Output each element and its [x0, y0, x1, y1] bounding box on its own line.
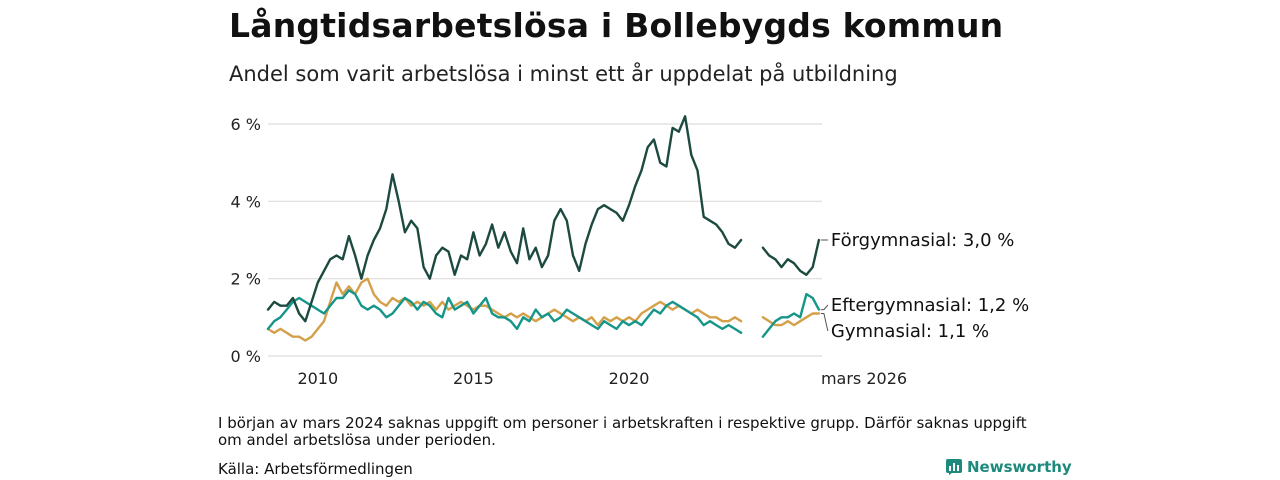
series-line-förgymnasial: [761, 238, 821, 276]
brand-name: Newsworthy: [967, 458, 1072, 476]
label-leader-line: [820, 304, 829, 311]
x-tick-label: mars 2026: [821, 369, 907, 388]
series-line-eftergymnasial: [266, 289, 743, 334]
series-lines: [266, 115, 821, 342]
x-tick-label: 2015: [453, 369, 494, 388]
series-label-gymnasial: Gymnasial: 1,1 %: [831, 321, 989, 342]
page-subtitle: Andel som varit arbetslösa i minst ett å…: [229, 62, 898, 86]
series-label-förgymnasial: Förgymnasial: 3,0 %: [831, 230, 1015, 251]
label-leader-line: [820, 312, 829, 332]
y-tick-label: 6 %: [231, 115, 261, 134]
line-chart: 0 % 2 % 4 % 6 % 2010 2015 2020 mars 2026 Förgy…: [231, 115, 1030, 388]
footnote: I början av mars 2024 saknas uppgift om …: [218, 414, 1027, 449]
newsworthy-logo-icon: [946, 459, 962, 475]
y-axis-ticks: 0 % 2 % 4 % 6 %: [231, 115, 261, 366]
x-axis-ticks: 2010 2015 2020 mars 2026: [297, 369, 907, 388]
y-tick-label: 0 %: [231, 347, 261, 366]
series-labels: Förgymnasial: 3,0 % Eftergymnasial: 1,2 %…: [820, 230, 1029, 342]
brand-logo: Newsworthy: [946, 458, 1072, 476]
x-tick-label: 2020: [609, 369, 650, 388]
series-line-gymnasial: [266, 277, 743, 342]
grid-lines: [268, 123, 822, 357]
series-line-förgymnasial: [266, 115, 743, 323]
y-tick-label: 2 %: [231, 270, 261, 289]
x-tick-label: 2010: [297, 369, 338, 388]
series-line-eftergymnasial: [761, 292, 821, 338]
source-credit: Källa: Arbetsförmedlingen: [218, 460, 413, 478]
page-title: Långtidsarbetslösa i Bollebygds kommun: [229, 6, 1004, 45]
series-label-eftergymnasial: Eftergymnasial: 1,2 %: [831, 295, 1029, 316]
y-tick-label: 4 %: [231, 192, 261, 211]
